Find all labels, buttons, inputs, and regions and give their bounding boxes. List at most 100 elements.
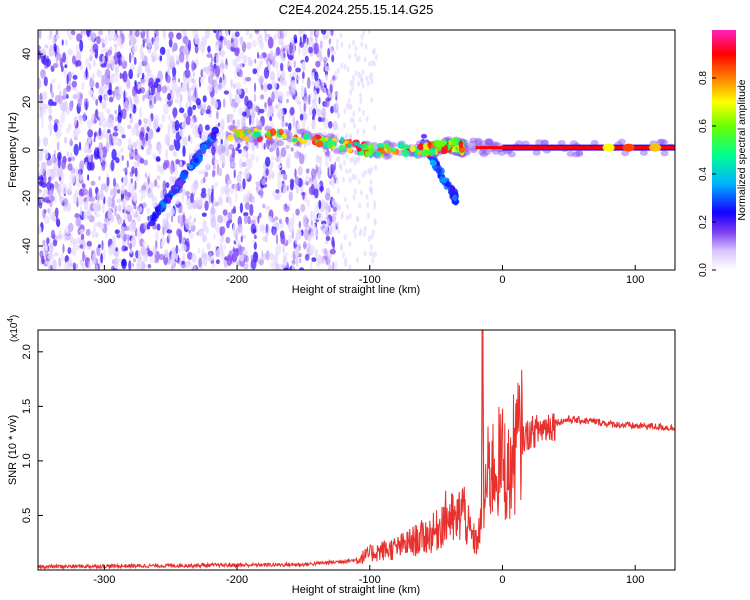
noise-blob bbox=[69, 100, 73, 112]
noise-blob bbox=[134, 167, 138, 178]
noise-blob bbox=[294, 236, 298, 245]
noise-blob bbox=[248, 192, 253, 203]
noise-blob bbox=[289, 179, 295, 184]
noise-blob bbox=[284, 30, 288, 37]
noise-blob bbox=[298, 45, 301, 56]
noise-blob bbox=[257, 215, 260, 224]
noise-blob bbox=[256, 117, 259, 128]
colorbar-tick-label: 0.6 bbox=[698, 119, 709, 133]
noise-blob bbox=[329, 248, 336, 255]
noise-blob bbox=[163, 103, 169, 115]
band-blob bbox=[376, 142, 384, 149]
spectrogram-y-label: Frequency (Hz) bbox=[7, 112, 19, 188]
noise-blob bbox=[358, 202, 362, 209]
noise-blob bbox=[61, 252, 64, 262]
noise-blob bbox=[169, 90, 172, 95]
noise-blob bbox=[100, 183, 107, 191]
noise-blob bbox=[228, 193, 231, 204]
noise-blob bbox=[247, 56, 252, 62]
noise-blob bbox=[283, 173, 288, 181]
noise-blob bbox=[112, 31, 116, 42]
band-blob bbox=[314, 134, 322, 140]
band-blob bbox=[417, 143, 425, 151]
noise-blob bbox=[147, 264, 152, 269]
noise-blob bbox=[38, 190, 41, 196]
noise-blob bbox=[106, 176, 110, 187]
noise-blob bbox=[158, 165, 164, 174]
noise-blob bbox=[193, 218, 196, 223]
x-tick-label: 0 bbox=[499, 274, 505, 286]
noise-blob bbox=[45, 58, 51, 68]
noise-blob bbox=[146, 187, 153, 199]
noise-blob bbox=[202, 74, 206, 79]
noise-blob bbox=[207, 84, 213, 93]
noise-blob bbox=[185, 102, 189, 109]
noise-blob bbox=[123, 90, 126, 103]
noise-blob bbox=[271, 170, 275, 180]
noise-blob bbox=[128, 182, 134, 194]
noise-blob bbox=[367, 212, 370, 219]
noise-blob bbox=[99, 193, 105, 201]
noise-blob bbox=[200, 69, 203, 78]
noise-blob bbox=[270, 49, 274, 61]
noise-blob bbox=[148, 128, 154, 140]
noise-blob bbox=[311, 119, 316, 130]
noise-blob bbox=[179, 160, 183, 168]
noise-blob bbox=[123, 219, 126, 227]
noise-blob bbox=[103, 248, 106, 261]
band-blob bbox=[291, 137, 298, 143]
noise-blob bbox=[288, 122, 292, 132]
noise-blob bbox=[169, 207, 175, 216]
noise-blob bbox=[353, 159, 357, 166]
noise-blob bbox=[317, 116, 322, 123]
noise-blob bbox=[182, 36, 189, 45]
noise-blob bbox=[329, 84, 333, 95]
noise-blob bbox=[140, 263, 147, 268]
noise-blob bbox=[202, 234, 207, 243]
noise-blob bbox=[143, 159, 149, 166]
noise-blob bbox=[268, 216, 273, 222]
noise-blob bbox=[193, 32, 200, 40]
noise-blob bbox=[337, 228, 341, 234]
noise-blob bbox=[98, 30, 104, 36]
noise-blob bbox=[259, 224, 264, 232]
noise-blob bbox=[310, 220, 313, 227]
noise-blob bbox=[200, 191, 207, 199]
noise-blob bbox=[278, 101, 282, 107]
noise-blob bbox=[219, 243, 223, 250]
noise-blob bbox=[348, 213, 352, 220]
noise-blob bbox=[173, 165, 178, 177]
noise-blob bbox=[343, 196, 347, 203]
noise-blob bbox=[76, 33, 82, 42]
noise-blob bbox=[214, 181, 218, 188]
noise-blob bbox=[107, 49, 112, 56]
noise-blob bbox=[131, 192, 134, 197]
noise-blob bbox=[142, 240, 147, 247]
noise-blob bbox=[297, 122, 300, 130]
noise-blob bbox=[179, 129, 185, 137]
noise-blob bbox=[349, 117, 353, 123]
noise-blob bbox=[109, 135, 112, 148]
noise-blob bbox=[159, 253, 165, 261]
band-blob bbox=[417, 150, 422, 156]
noise-blob bbox=[143, 118, 148, 125]
noise-blob bbox=[204, 171, 209, 178]
noise-blob bbox=[191, 252, 197, 264]
noise-blob bbox=[139, 157, 145, 164]
noise-blob bbox=[318, 199, 322, 210]
noise-blob bbox=[295, 255, 299, 267]
sweep-blob bbox=[163, 197, 169, 204]
noise-blob bbox=[358, 230, 362, 237]
noise-blob bbox=[101, 240, 104, 251]
y-tick-label: 20 bbox=[21, 96, 33, 108]
noise-blob bbox=[47, 34, 54, 40]
noise-blob bbox=[327, 30, 330, 38]
noise-blob bbox=[225, 236, 231, 244]
noise-blob bbox=[217, 122, 220, 127]
noise-blob bbox=[357, 106, 361, 113]
noise-blob bbox=[129, 39, 132, 47]
noise-blob bbox=[82, 250, 85, 262]
noise-blob bbox=[57, 156, 61, 169]
noise-blob bbox=[147, 116, 152, 129]
noise-blob bbox=[44, 44, 49, 49]
